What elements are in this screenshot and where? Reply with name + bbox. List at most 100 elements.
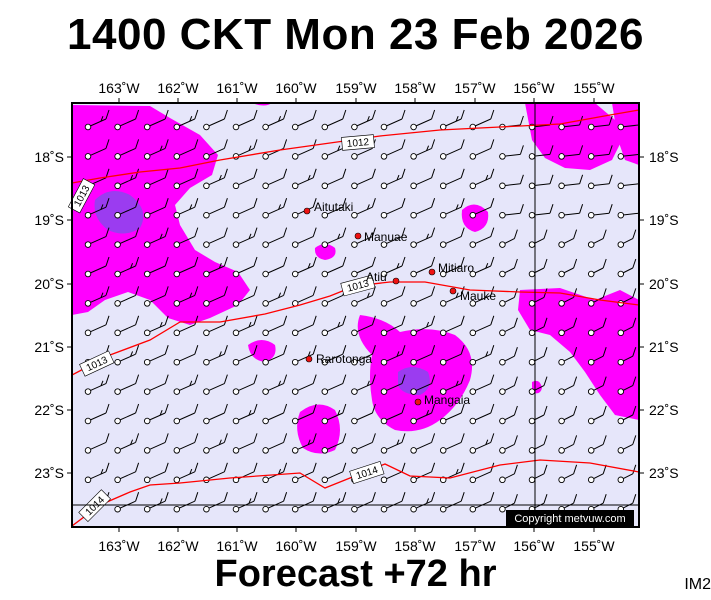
wind-barb <box>558 115 584 131</box>
wind-barb <box>380 109 406 131</box>
label-mauke: Mauke <box>460 289 496 303</box>
island-aitutaki <box>303 207 311 215</box>
wind-barb <box>232 198 258 219</box>
island-mitiaro <box>428 268 436 276</box>
wind-barb <box>617 229 637 248</box>
svg-text:1012: 1012 <box>346 137 370 150</box>
wind-barb <box>291 227 317 248</box>
wind-barb <box>203 256 228 278</box>
wind-barb <box>143 374 169 395</box>
lat-label-left: 21˚S <box>34 339 64 355</box>
wind-barb <box>114 168 140 190</box>
wind-barb <box>499 376 518 395</box>
wind-barb <box>617 464 637 484</box>
lon-label-top: 163˚W <box>98 80 140 96</box>
wind-barb <box>203 433 228 454</box>
wind-barb <box>558 405 578 425</box>
wind-barb <box>173 168 199 190</box>
wind-barb <box>262 227 288 248</box>
wind-barb <box>558 435 578 454</box>
wind-barb <box>499 405 518 425</box>
wind-barb <box>143 286 169 307</box>
lon-label-bottom: 161˚W <box>216 538 258 554</box>
wind-barb <box>321 315 347 337</box>
isobar-label-1013-centre: 1013 <box>340 274 376 297</box>
wind-barb <box>143 139 169 160</box>
isobar-label-1012: 1012 <box>341 134 375 151</box>
wind-barb <box>232 256 258 278</box>
wind-barb <box>173 198 199 219</box>
wind-barb <box>203 227 228 248</box>
wind-barb <box>617 405 637 425</box>
wind-barb <box>558 464 578 484</box>
wind-barb <box>143 462 169 484</box>
wind-barb <box>410 109 436 131</box>
label-mangaia: Mangaia <box>424 393 470 407</box>
wind-barb <box>232 374 258 395</box>
wind-barb <box>232 168 258 190</box>
wind-barb <box>558 288 578 307</box>
rain-area-south <box>297 404 340 454</box>
wind-barb <box>173 256 199 278</box>
reference-lines <box>72 103 639 527</box>
lat-label-right: 19˚S <box>649 212 679 228</box>
wind-barb <box>203 403 228 425</box>
wind-barb <box>262 433 288 454</box>
wind-barb <box>114 345 140 366</box>
lat-label-right: 20˚S <box>649 276 679 292</box>
wind-barb <box>173 345 199 366</box>
wind-barb <box>351 227 376 248</box>
svg-text:Copyright metvuw.com: Copyright metvuw.com <box>514 513 625 525</box>
lon-label-bottom: 157˚W <box>454 538 496 554</box>
wind-barb <box>439 198 465 219</box>
isobar-1012 <box>72 109 639 184</box>
label-manuae: Manuae <box>364 230 408 244</box>
wind-barb <box>262 462 288 484</box>
wind-barb <box>617 435 637 454</box>
wind-barb <box>173 403 199 425</box>
wind-barb <box>439 433 465 454</box>
lon-label-bottom: 158˚W <box>394 538 436 554</box>
wind-barb <box>173 433 199 454</box>
wind-barb <box>351 374 376 395</box>
wind-barb <box>173 109 199 131</box>
wind-barb <box>232 315 258 337</box>
wind-barb <box>262 168 288 190</box>
wind-barb <box>410 315 436 337</box>
wind-barb <box>262 109 288 131</box>
wind-barb <box>291 109 317 131</box>
wind-barb <box>84 462 110 484</box>
rain-area-small-1 <box>248 340 276 362</box>
lat-label-right: 23˚S <box>649 465 679 481</box>
wind-barb <box>84 433 110 454</box>
wind-barb <box>410 462 436 484</box>
lon-label-top: 161˚W <box>216 80 258 96</box>
wind-barb <box>380 286 406 307</box>
wind-barb <box>587 317 607 337</box>
wind-barb <box>143 315 169 337</box>
wind-barb <box>380 227 406 248</box>
wind-barb <box>439 462 465 484</box>
wind-barb <box>291 345 317 366</box>
wind-barb <box>439 345 465 366</box>
wind-barb <box>499 145 524 160</box>
wind-barb <box>439 256 465 278</box>
wind-barb <box>291 168 317 190</box>
wind-barb <box>587 288 607 307</box>
wind-barb <box>617 258 637 278</box>
wind-barb <box>203 139 228 160</box>
wind-barb <box>114 109 140 131</box>
wind-barb <box>499 174 524 190</box>
wind-barb <box>587 405 607 425</box>
wind-barb <box>499 494 518 513</box>
label-atiu: Atiu <box>366 270 387 284</box>
wind-barb <box>410 403 436 425</box>
wind-barb <box>321 374 347 395</box>
wind-barb <box>380 315 406 337</box>
wind-barb <box>203 315 228 337</box>
lon-label-top: 156˚W <box>513 80 555 96</box>
wind-barb <box>469 374 495 395</box>
wind-barb <box>410 345 436 366</box>
wind-barb <box>321 227 347 248</box>
wind-barb <box>439 227 465 248</box>
